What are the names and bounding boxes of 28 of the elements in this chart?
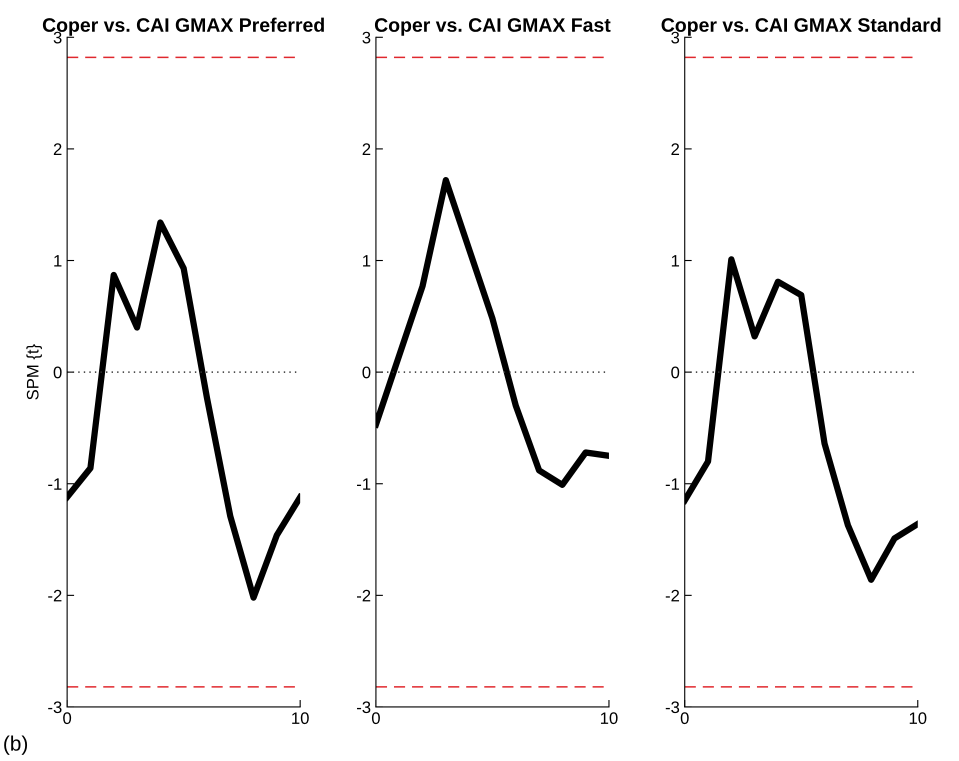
y-tick-label: 2 <box>362 143 370 155</box>
x-tick-label: 10 <box>292 712 309 724</box>
y-tick-label: 1 <box>363 255 370 267</box>
text: (b) <box>4 735 28 755</box>
chart-title: Coper vs. CAI GMAX Fast <box>374 18 611 36</box>
y-tick-label: -3 <box>48 701 62 714</box>
x-tick-label: 0 <box>680 712 689 724</box>
y-tick-label: -3 <box>356 701 370 714</box>
y-tick-label: 0 <box>362 366 370 378</box>
y-tick-label: -1 <box>666 478 680 490</box>
x-tick-label: 10 <box>910 712 926 724</box>
y-tick-label: 3 <box>362 32 370 44</box>
y-tick-label: 1 <box>672 255 680 267</box>
y-tick-label: -2 <box>666 590 680 602</box>
y-tick-label: -1 <box>48 478 62 490</box>
x-tick-label: 0 <box>63 712 72 724</box>
y-tick-label: 0 <box>54 366 62 378</box>
x-tick-label: 10 <box>600 712 618 724</box>
x-tick-label: 0 <box>372 712 380 724</box>
y-tick-label: -2 <box>356 590 370 602</box>
y-axis-title: SPM {t} <box>26 344 42 400</box>
y-tick-label: -3 <box>666 701 680 714</box>
y-tick-label: 2 <box>54 143 62 155</box>
y-tick-label: 2 <box>671 143 680 155</box>
y-tick-label: 1 <box>54 255 62 267</box>
y-tick-label: 0 <box>671 366 680 378</box>
y-tick-label: -1 <box>356 478 370 490</box>
y-tick-label: -2 <box>48 590 62 602</box>
